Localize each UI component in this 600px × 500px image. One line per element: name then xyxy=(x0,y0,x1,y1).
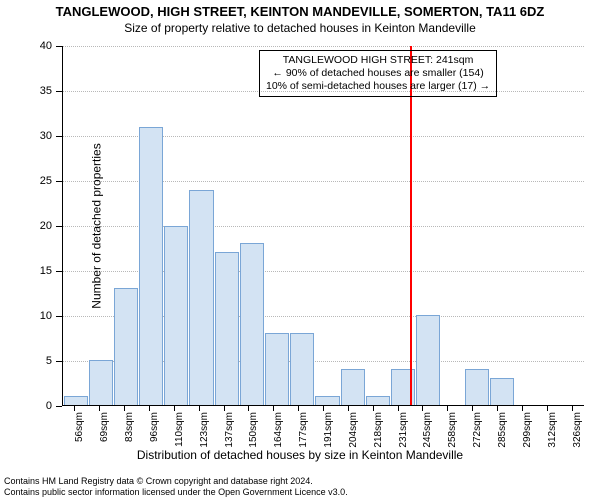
x-tick-mark xyxy=(547,406,548,411)
x-tick-label: 312sqm xyxy=(547,412,558,448)
histogram-bar xyxy=(89,360,113,405)
histogram-bar xyxy=(366,396,390,405)
x-tick-mark xyxy=(99,406,100,411)
y-tick-label: 40 xyxy=(40,40,52,52)
x-tick-label: 258sqm xyxy=(447,412,458,448)
x-tick-mark xyxy=(572,406,573,411)
x-tick-label: 191sqm xyxy=(323,412,334,448)
histogram-bar xyxy=(465,369,489,405)
x-tick-mark xyxy=(472,406,473,411)
histogram-bar xyxy=(416,315,440,405)
x-tick-label: 299sqm xyxy=(522,412,533,448)
y-tick-label: 0 xyxy=(46,400,52,412)
histogram-bar xyxy=(265,333,289,405)
histogram-bar xyxy=(341,369,365,405)
y-tick xyxy=(56,46,62,47)
histogram-bar xyxy=(315,396,339,405)
x-tick-mark xyxy=(149,406,150,411)
histogram-bar xyxy=(114,288,138,405)
y-tick xyxy=(56,91,62,92)
x-tick-label: 56sqm xyxy=(74,412,85,442)
attribution-line2: Contains public sector information licen… xyxy=(4,487,348,498)
annotation-line1: TANGLEWOOD HIGH STREET: 241sqm xyxy=(266,54,490,67)
x-tick-mark xyxy=(398,406,399,411)
x-tick-label: 69sqm xyxy=(99,412,110,442)
y-axis-label: Number of detached properties xyxy=(90,143,104,308)
x-tick-label: 231sqm xyxy=(398,412,409,448)
x-tick-mark xyxy=(273,406,274,411)
x-tick-mark xyxy=(447,406,448,411)
bars-container xyxy=(63,46,584,405)
x-tick-mark xyxy=(248,406,249,411)
histogram-bar xyxy=(189,190,213,405)
x-tick-label: 137sqm xyxy=(224,412,235,448)
x-tick-label: 150sqm xyxy=(248,412,259,448)
x-tick-label: 218sqm xyxy=(373,412,384,448)
attribution: Contains HM Land Registry data © Crown c… xyxy=(4,476,348,498)
x-tick-label: 96sqm xyxy=(149,412,160,442)
x-tick-label: 272sqm xyxy=(472,412,483,448)
x-tick-mark xyxy=(373,406,374,411)
y-tick-label: 35 xyxy=(40,85,52,97)
y-tick xyxy=(56,181,62,182)
plot-region: TANGLEWOOD HIGH STREET: 241sqm ← 90% of … xyxy=(62,46,584,406)
y-tick-label: 30 xyxy=(40,130,52,142)
y-tick-label: 10 xyxy=(40,310,52,322)
x-tick-mark xyxy=(224,406,225,411)
x-tick-mark xyxy=(199,406,200,411)
x-tick-mark xyxy=(74,406,75,411)
histogram-bar xyxy=(139,127,163,405)
y-tick-label: 5 xyxy=(46,355,52,367)
y-tick-label: 25 xyxy=(40,175,52,187)
x-tick-label: 123sqm xyxy=(199,412,210,448)
chart-title: TANGLEWOOD, HIGH STREET, KEINTON MANDEVI… xyxy=(0,0,600,19)
x-tick-mark xyxy=(522,406,523,411)
chart-area: TANGLEWOOD HIGH STREET: 241sqm ← 90% of … xyxy=(62,46,584,406)
histogram-bar xyxy=(490,378,514,405)
x-tick-label: 245sqm xyxy=(422,412,433,448)
annotation-line2: ← 90% of detached houses are smaller (15… xyxy=(266,67,490,80)
histogram-bar xyxy=(240,243,264,405)
annotation-box: TANGLEWOOD HIGH STREET: 241sqm ← 90% of … xyxy=(259,50,497,97)
marker-line xyxy=(410,46,412,405)
x-tick-label: 285sqm xyxy=(497,412,508,448)
y-tick xyxy=(56,316,62,317)
x-tick-label: 177sqm xyxy=(298,412,309,448)
histogram-bar xyxy=(64,396,88,405)
histogram-bar xyxy=(290,333,314,405)
x-tick-mark xyxy=(422,406,423,411)
attribution-line1: Contains HM Land Registry data © Crown c… xyxy=(4,476,348,487)
chart-subtitle: Size of property relative to detached ho… xyxy=(0,19,600,35)
x-tick-mark xyxy=(323,406,324,411)
x-tick-label: 110sqm xyxy=(174,412,185,447)
x-tick-label: 164sqm xyxy=(273,412,284,448)
x-tick-label: 204sqm xyxy=(348,412,359,448)
y-tick xyxy=(56,271,62,272)
histogram-bar xyxy=(164,226,188,406)
y-tick xyxy=(56,361,62,362)
y-tick-label: 20 xyxy=(40,220,52,232)
x-tick-label: 326sqm xyxy=(572,412,583,448)
x-tick-mark xyxy=(348,406,349,411)
x-axis-label: Distribution of detached houses by size … xyxy=(0,448,600,462)
x-tick-mark xyxy=(497,406,498,411)
annotation-line3: 10% of semi-detached houses are larger (… xyxy=(266,80,490,93)
histogram-bar xyxy=(215,252,239,405)
x-tick-mark xyxy=(298,406,299,411)
y-tick xyxy=(56,226,62,227)
x-tick-mark xyxy=(124,406,125,411)
x-tick-mark xyxy=(174,406,175,411)
x-tick-label: 83sqm xyxy=(124,412,135,442)
y-tick xyxy=(56,136,62,137)
y-tick-label: 15 xyxy=(40,265,52,277)
